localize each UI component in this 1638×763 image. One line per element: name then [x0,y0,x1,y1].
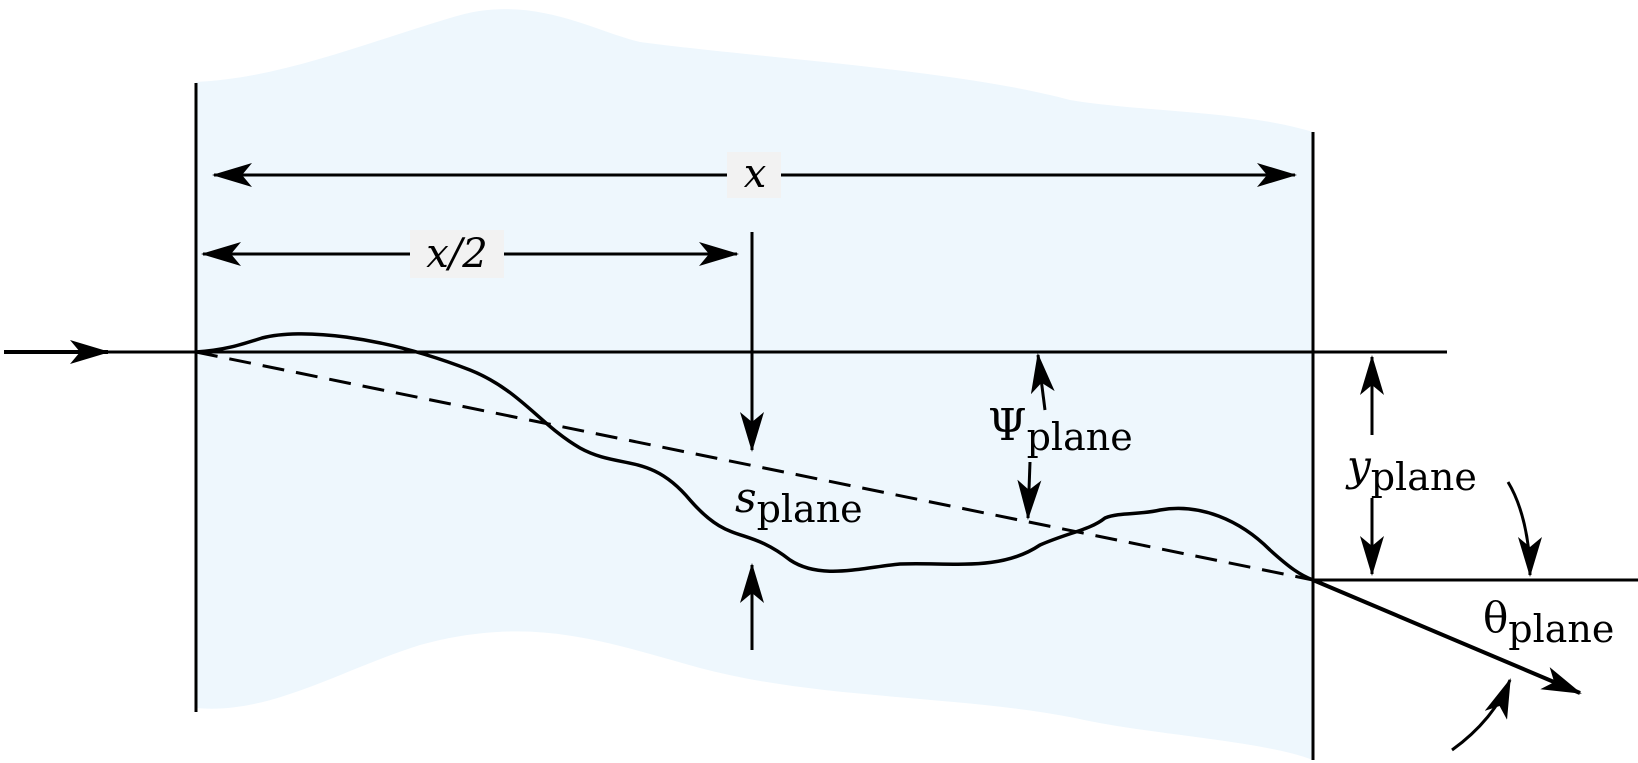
chord-dashed-line [195,350,1314,582]
y-plane-label: yplane [1345,441,1477,499]
x-label: x [744,151,767,197]
particle-trajectory [195,332,1314,582]
psi-plane-upper-arrow [1030,353,1055,411]
theta-plane-label: θplane [1483,593,1614,651]
theta-plane-lower-arrow [1451,678,1512,752]
psi-plane-lower-arrow [1017,461,1042,520]
x-half-label-bg [410,230,504,278]
x-half-label: x/2 [426,231,487,277]
exit-beam [1312,578,1582,695]
theta-plane-upper-arrow [1506,481,1542,577]
x-label-bg [727,152,781,198]
psi-plane-label: Ψplane [988,400,1133,459]
medium-slab [196,9,1313,761]
s-plane-label: splane [735,473,863,531]
